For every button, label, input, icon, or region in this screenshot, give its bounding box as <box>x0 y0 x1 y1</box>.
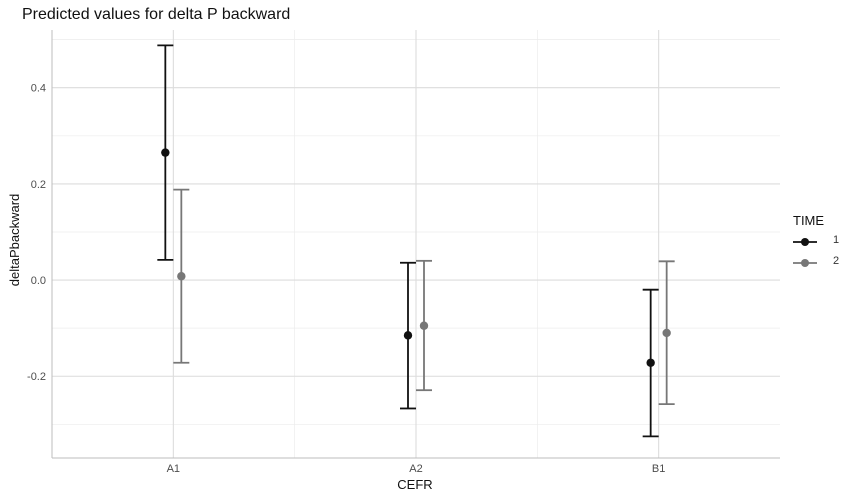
legend-key-2 <box>793 259 817 267</box>
x-tick-labels: A1 A2 B1 <box>167 463 666 475</box>
major-gridlines <box>52 30 780 458</box>
chart-title: Predicted values for delta P backward <box>22 6 291 23</box>
y-tick-label: -0.2 <box>27 371 46 383</box>
point-series-2 <box>662 328 671 338</box>
point-series-1 <box>161 148 170 157</box>
legend-title: TIME <box>793 213 825 228</box>
y-tick-label: 0.0 <box>31 275 46 287</box>
x-tick-label: A2 <box>409 463 422 475</box>
y-tick-labels: 0.4 0.2 0.0 -0.2 <box>27 83 46 384</box>
axis-lines <box>51 30 780 459</box>
point-series-2 <box>419 321 429 330</box>
legend: TIME 1 2 <box>793 213 839 276</box>
point-series-2 <box>177 272 186 281</box>
y-tick-label: 0.4 <box>31 83 46 95</box>
data-points <box>161 148 671 367</box>
legend-label-2: 2 <box>833 255 840 267</box>
legend-item-1: 1 <box>793 234 839 255</box>
x-tick-label: B1 <box>652 463 665 475</box>
legend-label-1: 1 <box>833 234 840 246</box>
point-series-1 <box>403 331 413 340</box>
legend-key-1 <box>793 238 817 246</box>
x-axis-title: CEFR <box>397 477 432 492</box>
y-tick-label: 0.2 <box>31 179 46 191</box>
x-tick-label: A1 <box>167 463 180 475</box>
point-series-1 <box>646 358 655 367</box>
legend-item-2: 2 <box>793 255 839 276</box>
y-axis-title: deltaPbackward <box>7 194 22 287</box>
